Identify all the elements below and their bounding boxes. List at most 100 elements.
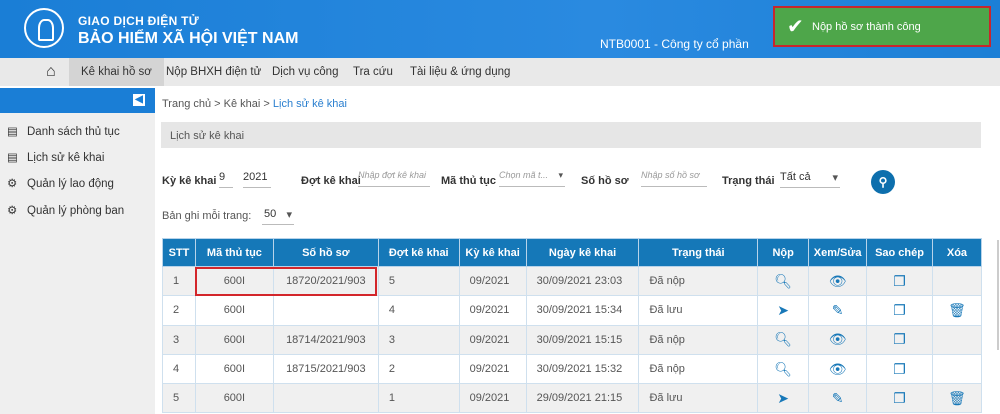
ma-thu-tuc-select[interactable]: Chọn mã t... (499, 170, 565, 187)
column-header: Số hồ sơ (272, 238, 379, 267)
gear-icon: ⚙ (7, 178, 18, 190)
dot-ke-khai-input[interactable]: Nhập đợt kê khai (358, 170, 430, 187)
trash-icon[interactable]: 🗑︎ (948, 389, 966, 406)
cell-ky: 09/2021 (458, 353, 527, 385)
column-header: Kỳ kê khai (458, 238, 527, 267)
breadcrumb-ke-khai[interactable]: Kê khai (223, 98, 261, 110)
column-header: Mã thủ tục (194, 238, 274, 267)
breadcrumb-home[interactable]: Trang chủ (162, 98, 212, 110)
edit-icon[interactable]: ✎ (831, 389, 844, 406)
copy-icon[interactable]: ❐ (893, 389, 906, 406)
sidebar: ◀ ▤ Danh sách thủ tục ▤ Lịch sử kê khai ⚙ Q… (0, 88, 155, 414)
highlight-box (195, 267, 377, 296)
column-header: STT (162, 238, 196, 267)
gear-icon: ⚙ (7, 205, 18, 217)
cell-so-ho-so: 18714/2021/903 (272, 324, 379, 355)
column-header: Sao chép (866, 238, 933, 267)
cell-stt: 4 (162, 353, 196, 385)
cell-empty (931, 353, 983, 385)
nav-ke-khai[interactable]: Kê khai hồ sơ (69, 58, 164, 86)
cell-empty (931, 324, 983, 355)
cell-trang-thai: Đã nộp (638, 265, 759, 297)
copy-icon[interactable]: ❐ (893, 331, 906, 348)
cell-dot: 3 (377, 324, 460, 355)
edit-icon[interactable]: ✎ (831, 301, 844, 318)
cell-ma-thu-tuc: 600I (194, 295, 274, 326)
cell-ngay: 30/09/2021 23:03 (525, 265, 640, 297)
column-header: Xem/Sửa (808, 238, 868, 267)
cell-ma-thu-tuc: 600I (194, 353, 274, 385)
so-ho-so-input[interactable]: Nhập số hồ sơ (641, 170, 707, 187)
header-subtitle: GIAO DỊCH ĐIỆN TỬ (78, 14, 200, 28)
history-table: STT Mã thủ tục Số hồ sơ Đợt kê khai Kỳ kê kh… (162, 238, 983, 414)
cell-trang-thai: Đã lưu (638, 383, 759, 414)
view-submission-icon[interactable]: 🔍︎ (774, 360, 793, 377)
sidebar-item-lich-su[interactable]: ▤ Lịch sử kê khai (7, 150, 104, 164)
document-icon: ▤ (7, 126, 18, 138)
cell-ngay: 29/09/2021 21:15 (525, 383, 640, 414)
eye-icon[interactable]: 👁︎ (828, 272, 847, 289)
breadcrumb: Trang chủ > Kê khai > Lịch sử kê khai (162, 98, 347, 110)
eye-icon[interactable]: 👁︎ (828, 360, 847, 377)
top-nav: ⌂ Kê khai hồ sơ Nộp BHXH điện tử Dịch vụ… (0, 58, 1000, 86)
view-submission-icon[interactable]: 🔍︎ (774, 272, 793, 289)
cell-ma-thu-tuc: 600I (194, 324, 274, 355)
sidebar-label: Lịch sử kê khai (27, 152, 105, 164)
cell-ma-thu-tuc: 600I (194, 383, 274, 414)
cell-so-ho-so (272, 295, 379, 326)
ky-month-input[interactable]: 9 (219, 171, 233, 188)
history-doc-icon: ▤ (7, 152, 18, 164)
send-icon[interactable]: ➤ (777, 301, 790, 318)
table-row: 5 600I 1 09/2021 29/09/2021 21:15 Đã lưu ➤ ✎ ❐ 🗑︎ (162, 383, 983, 414)
nav-nop-bhxh[interactable]: Nộp BHXH điện tử (166, 66, 262, 78)
cell-stt: 1 (162, 265, 196, 297)
cell-so-ho-so (272, 383, 379, 414)
breadcrumb-current: Lịch sử kê khai (272, 98, 347, 110)
sidebar-item-lao-dong[interactable]: ⚙ Quản lý lao động (7, 176, 114, 190)
cell-stt: 3 (162, 324, 196, 355)
scrollbar[interactable] (997, 240, 999, 350)
cell-trang-thai: Đã nộp (638, 353, 759, 385)
cell-ngay: 30/09/2021 15:34 (525, 295, 640, 326)
column-header: Ngày kê khai (525, 238, 640, 267)
table-row: 3 600I 18714/2021/903 3 09/2021 30/09/2021 15… (162, 324, 983, 355)
collapse-icon[interactable]: ◀ (133, 94, 145, 106)
page-title: Lịch sử kê khai (161, 122, 981, 148)
ma-thu-tuc-label: Mã thủ tục (441, 175, 496, 187)
cell-so-ho-so: 18715/2021/903 (272, 353, 379, 385)
dot-ke-khai-label: Đợt kê khai (301, 175, 361, 187)
search-button[interactable]: ⚲ (871, 170, 895, 194)
cell-ky: 09/2021 (458, 383, 527, 414)
nav-tra-cuu[interactable]: Tra cứu (353, 66, 393, 78)
cell-dot: 4 (377, 295, 460, 326)
ky-ke-khai-label: Kỳ kê khai (162, 175, 217, 187)
success-toast[interactable]: ✔ Nộp hồ sơ thành công (773, 6, 991, 47)
cell-ky: 09/2021 (458, 295, 527, 326)
sidebar-item-phong-ban[interactable]: ⚙ Quản lý phòng ban (7, 203, 124, 217)
send-icon[interactable]: ➤ (777, 389, 790, 406)
header-title: BẢO HIỂM XÃ HỘI VIỆT NAM (78, 30, 299, 47)
ky-year-input[interactable]: 2021 (243, 171, 271, 188)
toast-message: Nộp hồ sơ thành công (812, 21, 921, 33)
cell-dot: 2 (377, 353, 460, 385)
nav-tai-lieu[interactable]: Tài liệu & ứng dụng (410, 66, 511, 78)
sidebar-item-danh-sach[interactable]: ▤ Danh sách thủ tục (7, 124, 120, 138)
copy-icon[interactable]: ❐ (893, 360, 906, 377)
check-icon: ✔ (787, 16, 804, 38)
copy-icon[interactable]: ❐ (893, 301, 906, 318)
sidebar-label: Danh sách thủ tục (27, 126, 120, 138)
home-icon[interactable]: ⌂ (46, 63, 56, 80)
trang-thai-select[interactable]: Tất cả (780, 171, 840, 188)
column-header: Nộp (757, 238, 810, 267)
view-submission-icon[interactable]: 🔍︎ (774, 331, 793, 348)
search-icon: ⚲ (878, 175, 888, 189)
page-size-label: Bản ghi mỗi trang: (162, 210, 252, 222)
eye-icon[interactable]: 👁︎ (828, 331, 847, 348)
page-size-select[interactable]: 50 (262, 208, 294, 225)
user-info[interactable]: NTB0001 - Công ty cổ phần (600, 37, 749, 51)
cell-empty (931, 265, 983, 297)
nav-dich-vu-cong[interactable]: Dịch vụ công (272, 66, 339, 78)
trash-icon[interactable]: 🗑︎ (948, 301, 966, 318)
table-row: 1 600I 18720/2021/903 5 09/2021 30/09/2021 23… (162, 265, 983, 297)
copy-icon[interactable]: ❐ (893, 272, 906, 289)
